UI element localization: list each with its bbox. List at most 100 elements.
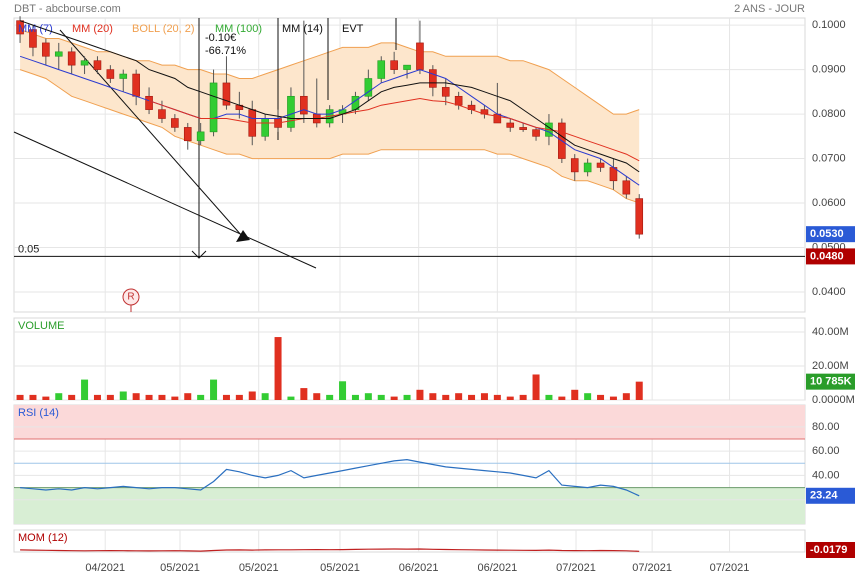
site-title: DBT - abcbourse.com <box>14 3 121 15</box>
volume-bar <box>339 381 347 400</box>
value-badge <box>806 373 855 390</box>
volume-bar <box>351 394 359 400</box>
volume-bar <box>635 381 643 400</box>
volume-bar <box>68 394 76 400</box>
price-badge-label: 0.0530 <box>810 228 844 240</box>
x-tick-label: 05/2021 <box>320 562 360 574</box>
mom-panel <box>13 529 806 553</box>
y-tick-label: 60.00 <box>812 445 840 457</box>
volume-bar <box>184 393 192 400</box>
value-badge <box>806 542 855 558</box>
x-tick-label: 06/2021 <box>477 562 517 574</box>
candle-body <box>519 127 527 130</box>
volume-bar <box>16 394 24 400</box>
legend-entry: BOLL (20, 2) <box>132 23 195 35</box>
volume-bar <box>493 394 501 400</box>
volume-bar <box>300 388 308 400</box>
volume-bar <box>210 379 218 400</box>
legend-entry: MM (14) <box>282 23 323 35</box>
y-tick-label: 40.00 <box>812 469 840 481</box>
candle-body <box>441 87 450 97</box>
event-marker-label: R <box>127 292 134 303</box>
arrow-head <box>191 250 207 259</box>
candle-body <box>222 82 231 106</box>
panel-title: RSI (14) <box>18 407 59 419</box>
candle-body <box>106 69 115 79</box>
y-tick-label: 0.0900 <box>812 64 846 76</box>
candle-body <box>300 95 308 115</box>
volume-bar <box>326 394 334 400</box>
candle-body <box>390 60 398 70</box>
x-tick-label: 07/2021 <box>710 562 750 574</box>
volume-bar <box>506 396 514 400</box>
volume-bar <box>558 396 566 400</box>
value-badge-label: 23.24 <box>810 490 838 502</box>
moving-average <box>148 97 640 162</box>
overbought-zone <box>14 405 805 439</box>
panel-title: MOM (12) <box>18 532 68 544</box>
volume-bar <box>81 379 89 400</box>
candle-body <box>145 95 153 110</box>
volume-bar <box>313 393 321 400</box>
x-tick-label: 07/2021 <box>556 562 596 574</box>
event-legend: EVT <box>342 23 364 35</box>
moving-average <box>19 20 640 173</box>
volume-bar <box>468 394 476 400</box>
y-tick-label: 80.00 <box>812 421 840 433</box>
candle-body <box>287 95 295 128</box>
legend-entry: MM (100) <box>215 23 262 35</box>
candle-body <box>29 29 37 48</box>
candle-body <box>183 127 192 142</box>
candle-body <box>429 69 437 88</box>
candle-body <box>635 198 644 235</box>
volume-bar <box>222 394 230 400</box>
oversold-zone <box>14 487 805 524</box>
volume-bar <box>106 394 114 400</box>
volume-bar <box>287 396 295 400</box>
volume-panel <box>13 317 806 401</box>
x-tick-label: 05/2021 <box>239 562 279 574</box>
volume-bar <box>571 389 579 400</box>
volume-bar <box>171 396 179 400</box>
volume-bar <box>55 393 63 400</box>
candle-body <box>377 60 386 79</box>
level-label: 0.05 <box>18 243 39 255</box>
candle-body <box>67 51 76 66</box>
y-tick-label: 0.0700 <box>812 152 846 164</box>
volume-bar <box>455 393 463 400</box>
candle-body <box>16 20 24 35</box>
drawing-line <box>13 131 317 269</box>
volume-bar <box>261 393 269 400</box>
volume-bar <box>622 393 630 400</box>
volume-bar <box>416 389 424 400</box>
candle-body <box>454 95 463 106</box>
value-badge-label: -0.0179 <box>810 544 847 556</box>
volume-bar <box>132 393 140 400</box>
indicator-line <box>20 458 640 497</box>
volume-bar <box>519 394 527 400</box>
candle-body <box>583 162 592 173</box>
volume-bar <box>609 396 617 400</box>
volume-bar <box>584 393 592 400</box>
candle-body <box>570 158 579 173</box>
arrow-head <box>236 230 250 242</box>
candle-body <box>622 180 631 195</box>
candle-body <box>196 131 205 142</box>
candle-body <box>209 82 218 133</box>
candle-body <box>364 78 373 97</box>
price-badge <box>806 248 855 265</box>
candle-body <box>54 51 63 57</box>
candle-body <box>416 42 424 70</box>
volume-bar <box>532 374 540 400</box>
volume-bar <box>545 394 553 400</box>
volume-bar <box>197 394 205 400</box>
y-tick-label: 0.0600 <box>812 197 846 209</box>
y-tick-label: 40.00M <box>812 326 849 338</box>
volume-bar <box>42 396 50 400</box>
annotation: -66.71% <box>205 45 246 57</box>
volume-bar <box>274 337 282 400</box>
volume-bar <box>390 396 398 400</box>
volume-bar <box>248 391 256 400</box>
volume-bar <box>235 394 243 400</box>
x-tick-label: 05/2021 <box>160 562 200 574</box>
